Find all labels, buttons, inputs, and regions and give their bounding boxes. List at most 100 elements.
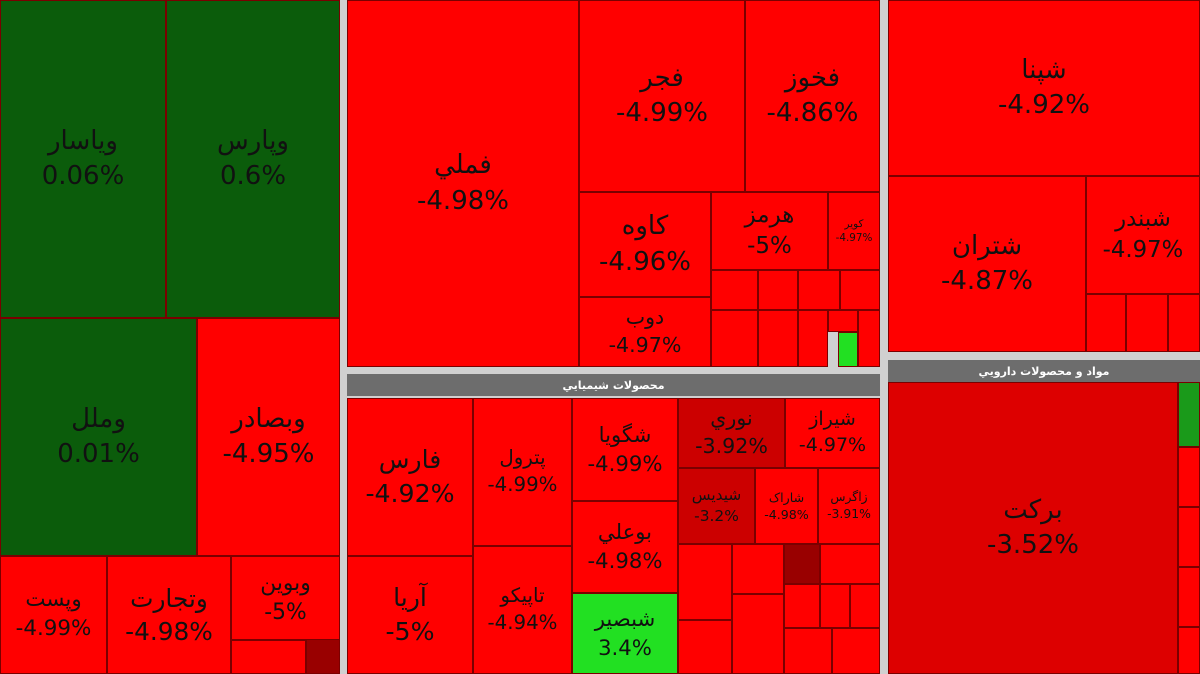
small-tile bbox=[798, 270, 840, 310]
stock-tile: وبصادر -4.95% bbox=[197, 318, 340, 556]
small-tile bbox=[784, 544, 820, 584]
stock-symbol: شگويا bbox=[598, 421, 652, 447]
stock-symbol: کویر bbox=[844, 217, 864, 230]
small-tile bbox=[1178, 447, 1200, 507]
stock-tile: کویر -4.97% bbox=[828, 192, 880, 270]
stock-symbol: کاوه bbox=[621, 211, 669, 242]
stock-tile: شبندر -4.97% bbox=[1086, 176, 1200, 294]
stock-tile: شاراک -4.98% bbox=[755, 468, 818, 544]
stock-symbol: فجر bbox=[640, 62, 684, 93]
stock-change: -4.97% bbox=[608, 333, 682, 357]
stock-change: -4.92% bbox=[998, 90, 1090, 120]
small-tile bbox=[798, 310, 828, 367]
stock-tile: شبصير 3.4% bbox=[572, 593, 678, 674]
stock-change: -4.96% bbox=[599, 246, 691, 277]
stock-symbol: بوعلي bbox=[597, 519, 653, 545]
stock-tile: فجر -4.99% bbox=[579, 0, 745, 192]
stock-tile: فملي -4.98% bbox=[347, 0, 579, 367]
stock-symbol: آريا bbox=[393, 582, 427, 612]
stock-change: -4.99% bbox=[487, 473, 558, 496]
stock-symbol: فارس bbox=[378, 444, 442, 474]
small-tile bbox=[858, 310, 880, 367]
small-tile bbox=[828, 310, 858, 332]
stock-change: -4.98% bbox=[587, 548, 663, 573]
stock-change: -5% bbox=[264, 600, 307, 625]
stock-symbol: وملل bbox=[71, 403, 126, 434]
stock-change: -4.98% bbox=[125, 617, 213, 646]
stock-tile: فخوز -4.86% bbox=[745, 0, 880, 192]
stock-change: -5% bbox=[747, 233, 792, 259]
stock-tile: فارس -4.92% bbox=[347, 398, 473, 556]
stock-change: -4.97% bbox=[1102, 237, 1184, 263]
stock-change: -3.2% bbox=[694, 507, 739, 525]
stock-tile: تاپيکو -4.94% bbox=[473, 546, 572, 674]
stock-tile: نوري -3.92% bbox=[678, 398, 785, 468]
stock-symbol: وپارس bbox=[216, 125, 289, 156]
small-tile bbox=[838, 332, 858, 367]
stock-tile: شپنا -4.92% bbox=[888, 0, 1200, 176]
stock-tile: آريا -5% bbox=[347, 556, 473, 674]
small-tile bbox=[820, 584, 850, 628]
stock-symbol: شاراک bbox=[768, 490, 805, 505]
stock-tile: شتران -4.87% bbox=[888, 176, 1086, 352]
small-tile bbox=[1126, 294, 1168, 352]
small-tile bbox=[678, 620, 732, 674]
stock-change: 3.4% bbox=[598, 634, 652, 660]
small-tile bbox=[1178, 382, 1200, 447]
stock-symbol: فخوز bbox=[784, 62, 841, 93]
stock-symbol: شبصير bbox=[594, 605, 656, 631]
stock-tile: وملل 0.01% bbox=[0, 318, 197, 556]
stock-symbol: فملي bbox=[434, 150, 492, 181]
stock-tile: وياسار 0.06% bbox=[0, 0, 166, 318]
stock-tile: زاگرس -3.91% bbox=[818, 468, 880, 544]
stock-change: -4.99% bbox=[587, 450, 663, 476]
stock-tile: هرمز -5% bbox=[711, 192, 828, 270]
stock-symbol: هرمز bbox=[744, 202, 795, 229]
stock-symbol: شيديس bbox=[691, 486, 742, 505]
stock-symbol: زاگرس bbox=[830, 489, 868, 505]
stock-change: -3.91% bbox=[827, 506, 871, 521]
stock-tile: شيراز -4.97% bbox=[785, 398, 880, 468]
stock-change: -4.98% bbox=[417, 185, 509, 216]
sector-title: مواد و محصولات دارويي bbox=[888, 360, 1200, 382]
stock-symbol: وبصادر bbox=[231, 403, 306, 434]
stock-tile: دوب -4.97% bbox=[579, 297, 711, 367]
stock-symbol: شبندر bbox=[1115, 206, 1171, 233]
stock-symbol: پترول bbox=[499, 446, 546, 470]
small-tile bbox=[678, 544, 732, 620]
stock-symbol: شيراز bbox=[809, 408, 856, 431]
stock-tile: شيديس -3.2% bbox=[678, 468, 755, 544]
stock-change: -4.99% bbox=[616, 98, 708, 128]
small-tile bbox=[758, 310, 798, 367]
stock-symbol: وپست bbox=[25, 587, 82, 613]
stock-tile: شگويا -4.99% bbox=[572, 398, 678, 501]
stock-change: 0.06% bbox=[41, 161, 125, 191]
stock-change: -4.87% bbox=[941, 266, 1033, 296]
small-tile bbox=[711, 270, 758, 310]
stock-tile: وتجارت -4.98% bbox=[107, 556, 231, 674]
small-tile bbox=[758, 270, 798, 310]
stock-change: 0.01% bbox=[57, 439, 140, 469]
stock-change: -3.52% bbox=[987, 530, 1079, 560]
small-tile bbox=[732, 544, 784, 594]
stock-change: -5% bbox=[385, 617, 435, 646]
stock-change: -4.94% bbox=[487, 611, 558, 634]
stock-symbol: برکت bbox=[1003, 494, 1063, 525]
small-tile bbox=[840, 270, 880, 310]
stock-change: -4.97% bbox=[835, 232, 873, 244]
stock-change: -4.99% bbox=[15, 616, 92, 641]
small-tile bbox=[711, 310, 758, 367]
small-tile bbox=[784, 584, 820, 628]
stock-change: -4.97% bbox=[798, 434, 867, 456]
stock-tile: بوعلي -4.98% bbox=[572, 501, 678, 593]
small-tile bbox=[1178, 507, 1200, 567]
stock-change: -4.95% bbox=[222, 439, 315, 469]
small-tile bbox=[1168, 294, 1200, 352]
small-tile bbox=[832, 628, 880, 674]
stock-change: -4.98% bbox=[764, 507, 809, 522]
small-tile bbox=[784, 628, 832, 674]
stock-symbol: وياسار bbox=[48, 125, 118, 156]
small-tile bbox=[732, 594, 784, 674]
small-tile bbox=[1086, 294, 1126, 352]
